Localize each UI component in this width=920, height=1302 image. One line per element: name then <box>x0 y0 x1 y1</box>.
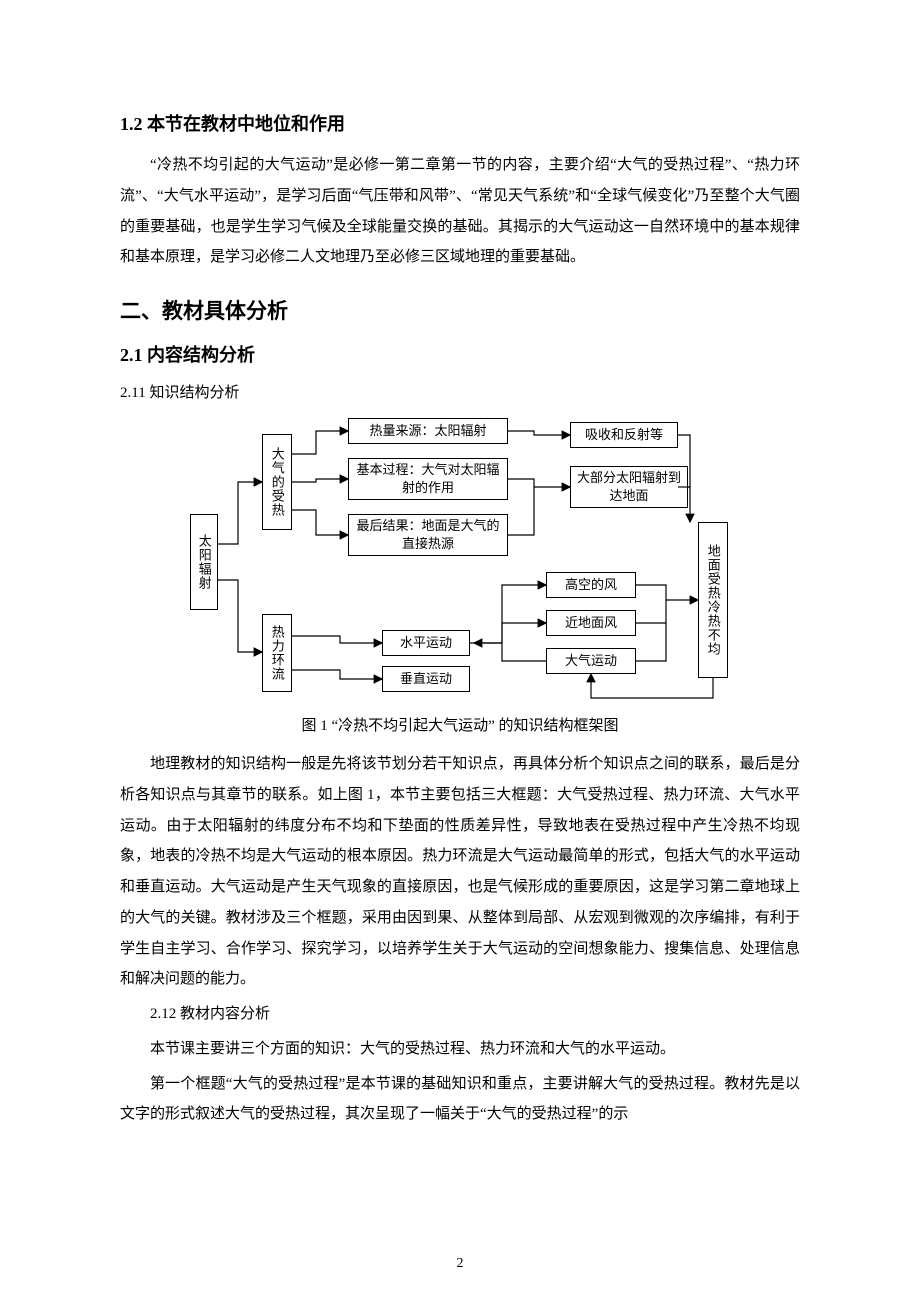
node-solar-radiation: 太阳辐射 <box>190 514 218 610</box>
node-horizontal-motion: 水平运动 <box>382 630 470 656</box>
figure-1-caption: 图 1 “冷热不均引起大气运动” 的知识结构框架图 <box>120 714 800 735</box>
node-vertical-motion: 垂直运动 <box>382 666 470 692</box>
node-atmospheric-motion: 大气运动 <box>546 648 636 674</box>
node-final-result: 最后结果：地面是大气的直接热源 <box>348 514 508 556</box>
node-surface-wind: 近地面风 <box>546 610 636 636</box>
heading-2-1-1: 2.11 知识结构分析 <box>120 381 800 402</box>
node-heat-source: 热量来源：太阳辐射 <box>348 418 508 444</box>
page: 1.2 本节在教材中地位和作用 “冷热不均引起的大气运动”是必修一第二章第一节的… <box>0 0 920 1302</box>
node-most-radiation: 大部分太阳辐射到达地面 <box>570 466 688 508</box>
heading-1-2: 1.2 本节在教材中地位和作用 <box>120 110 800 136</box>
paragraph-2-1-1: 地理教材的知识结构一般是先将该节划分若干知识点，再具体分析个知识点之间的联系，最… <box>120 749 800 995</box>
heading-section-2: 二、教材具体分析 <box>120 295 800 325</box>
node-thermal-circulation: 热力环流 <box>262 614 292 692</box>
paragraph-2-1-2b: 第一个框题“大气的受热过程”是本节课的基础知识和重点，主要讲解大气的受热过程。教… <box>120 1069 800 1131</box>
figure-1-diagram: 太阳辐射 大气的受热 热力环流 热量来源：太阳辐射 基本过程：大气对太阳辐射的作… <box>190 414 730 704</box>
paragraph-2-1-2a: 本节课主要讲三个方面的知识：大气的受热过程、热力环流和大气的水平运动。 <box>120 1034 800 1065</box>
heading-2-1-2: 2.12 教材内容分析 <box>120 999 800 1030</box>
node-basic-process: 基本过程：大气对太阳辐射的作用 <box>348 458 508 500</box>
paragraph-1-2: “冷热不均引起的大气运动”是必修一第二章第一节的内容，主要介绍“大气的受热过程”… <box>120 150 800 273</box>
node-absorb-reflect: 吸收和反射等 <box>570 422 678 448</box>
page-number: 2 <box>0 1256 920 1272</box>
node-high-altitude-wind: 高空的风 <box>546 572 636 598</box>
heading-2-1: 2.1 内容结构分析 <box>120 341 800 367</box>
node-atmospheric-heating: 大气的受热 <box>262 434 292 530</box>
node-uneven-heating: 地面受热冷热不均 <box>698 522 728 678</box>
